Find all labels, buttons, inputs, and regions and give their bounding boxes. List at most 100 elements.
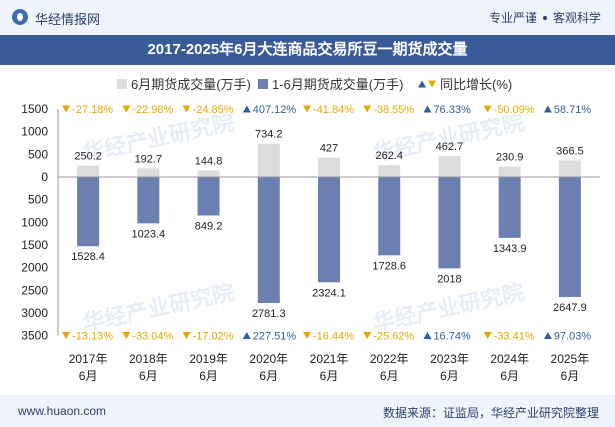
tagline-right: 客观科学	[552, 11, 601, 25]
value-label-monthly: 734.2	[255, 129, 283, 141]
category-label-month: 6月	[139, 369, 158, 383]
bar-monthly	[197, 170, 220, 177]
growth-label-cumulative: 97.03%	[554, 331, 592, 343]
bar-cumulative	[197, 177, 220, 216]
growth-up-triangle-icon	[543, 105, 552, 113]
growth-label-cumulative: 16.74%	[433, 331, 471, 343]
bar-monthly	[77, 165, 100, 177]
value-label-cumulative: 849.2	[195, 220, 223, 232]
growth-label-monthly: -38.55%	[373, 104, 414, 116]
chart-title: 2017-2025年6月大连商品交易所豆一期货成交量	[0, 35, 615, 65]
growth-up-triangle-icon	[242, 105, 251, 113]
growth-label-monthly: 58.71%	[554, 104, 592, 116]
y-tick-label: 0	[41, 170, 48, 184]
legend-swatch-monthly	[117, 79, 127, 89]
category-label-year: 2024年	[490, 352, 529, 366]
bar-cumulative	[498, 177, 521, 238]
growth-down-triangle-icon	[363, 105, 372, 113]
value-label-cumulative: 2781.3	[252, 308, 286, 320]
growth-label-cumulative: -16.44%	[313, 331, 354, 343]
category-label-month: 6月	[380, 369, 399, 383]
bars-group	[77, 143, 581, 303]
bar-cumulative	[318, 177, 340, 283]
growth-label-monthly: -24.85%	[193, 104, 234, 116]
category-label-month: 6月	[561, 369, 580, 383]
growth-down-triangle-icon	[303, 332, 311, 340]
labels-group: 250.2 1528.4 -27.18% -13.13% 2017年 6月 192.7 102…	[62, 104, 591, 383]
value-label-monthly: 262.4	[375, 150, 403, 162]
bar-monthly	[257, 143, 280, 177]
bar-monthly	[558, 160, 581, 177]
legend-up-triangle-icon	[418, 80, 426, 88]
growth-label-cumulative: 227.51%	[253, 331, 297, 343]
growth-label-monthly: -50.09%	[494, 104, 535, 116]
growth-label-monthly: -41.84%	[313, 104, 354, 116]
value-label-monthly: 366.5	[556, 145, 584, 157]
bar-monthly	[378, 165, 401, 177]
value-label-cumulative: 1343.9	[493, 243, 527, 255]
y-tick-label: 500	[28, 147, 48, 161]
top-bar: 华经情报网 专业严谨 客观科学	[0, 0, 615, 35]
y-tick-label: 1500	[21, 102, 48, 116]
value-label-cumulative: 1023.4	[132, 228, 166, 240]
y-tick-label: 2000	[21, 261, 48, 275]
legend-swatch-cumulative	[258, 79, 268, 89]
watermark-text: 华经产业研究院	[81, 279, 237, 335]
category-label-year: 2021年	[310, 352, 349, 366]
bar-cumulative	[137, 177, 160, 224]
plot-area: 华经产业研究院 华经产业研究院 华经产业研究院 华经产业研究院 6月期货成交量(万手)…	[0, 65, 615, 395]
growth-label-monthly: 76.33%	[433, 104, 471, 116]
growth-label-monthly: -27.18%	[72, 104, 113, 116]
category-label-year: 2022年	[370, 352, 409, 366]
footer: www.huaon.com 数据来源：证监局，华经产业研究院整理	[0, 395, 615, 427]
legend-down-triangle-icon	[428, 80, 436, 88]
value-label-cumulative: 1528.4	[71, 251, 105, 263]
category-label-month: 6月	[440, 369, 459, 383]
category-label-year: 2023年	[430, 352, 469, 366]
y-axis: 1500 1000 500 0 500 1000 1500 2000 2500 3000 3500	[21, 102, 600, 343]
growth-down-triangle-icon	[182, 332, 191, 340]
growth-down-triangle-icon	[483, 332, 492, 340]
bar-cumulative	[378, 177, 401, 256]
legend-label-growth: 同比增长(%)	[440, 77, 512, 92]
y-tick-label: 2500	[21, 283, 48, 297]
brand-name: 华经情报网	[35, 12, 101, 27]
growth-down-triangle-icon	[62, 332, 71, 340]
growth-down-triangle-icon	[363, 332, 372, 340]
legend-label-cumulative: 1-6月期货成交量(万手)	[272, 77, 403, 92]
y-tick-label: 500	[28, 193, 48, 207]
watermark-text: 华经产业研究院	[371, 279, 527, 335]
tagline-dot-icon	[542, 15, 547, 20]
value-label-cumulative: 2647.9	[553, 302, 587, 314]
category-label-month: 6月	[320, 369, 339, 383]
value-label-monthly: 250.2	[74, 151, 102, 163]
growth-label-cumulative: -25.62%	[373, 331, 414, 343]
bar-monthly	[318, 157, 340, 177]
growth-down-triangle-icon	[182, 105, 191, 113]
category-label-month: 6月	[259, 369, 278, 383]
category-label-year: 2025年	[551, 352, 590, 366]
footer-source: 数据来源：证监局，华经产业研究院整理	[382, 406, 599, 420]
growth-down-triangle-icon	[303, 105, 311, 113]
bar-monthly	[498, 166, 521, 177]
value-label-cumulative: 2018	[437, 273, 461, 285]
growth-label-cumulative: -13.13%	[72, 331, 113, 343]
y-tick-label: 1000	[21, 215, 48, 229]
growth-label-cumulative: -33.04%	[132, 331, 173, 343]
growth-up-triangle-icon	[423, 332, 432, 340]
growth-up-triangle-icon	[423, 105, 432, 113]
bar-cumulative	[438, 177, 461, 269]
value-label-monthly: 427	[320, 143, 338, 155]
growth-up-triangle-icon	[242, 332, 251, 340]
growth-down-triangle-icon	[62, 105, 71, 113]
value-label-monthly: 462.7	[436, 141, 464, 153]
y-tick-label: 1000	[21, 125, 48, 139]
category-label-month: 6月	[79, 369, 98, 383]
legend-label-monthly: 6月期货成交量(万手)	[131, 77, 251, 92]
footer-url: www.huaon.com	[18, 404, 107, 418]
value-label-monthly: 192.7	[135, 153, 163, 165]
value-label-cumulative: 2324.1	[312, 287, 346, 299]
growth-label-monthly: -22.98%	[132, 104, 173, 116]
